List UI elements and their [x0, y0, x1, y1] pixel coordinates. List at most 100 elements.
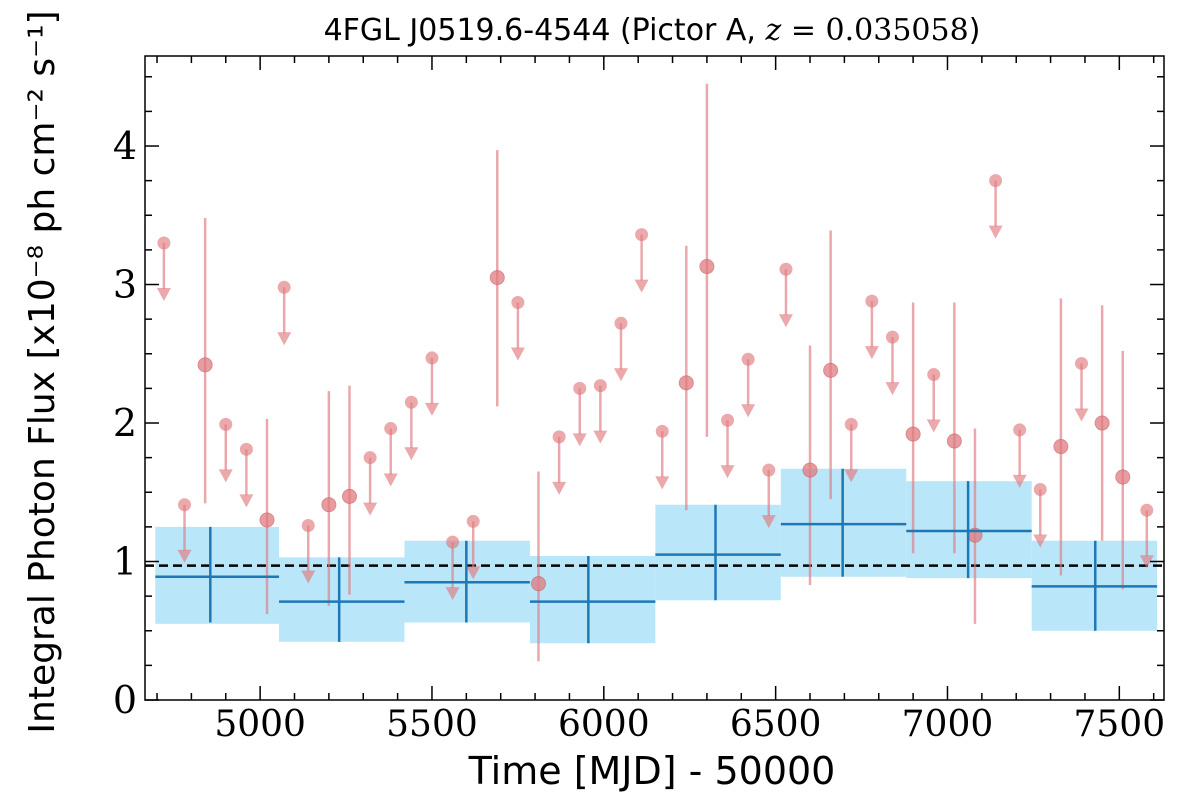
- y-axis-label: Integral Photon Flux [x10⁻⁸ ph cm⁻² s⁻¹]: [22, 10, 63, 733]
- upper-limit-arrowhead: [720, 465, 735, 479]
- y-tick-label: 4: [113, 124, 137, 168]
- upper-limit-arrowhead: [552, 481, 567, 495]
- detection-point: [1115, 469, 1131, 485]
- upper-limit-arrowhead: [424, 402, 439, 416]
- x-tick-label: 7000: [902, 704, 994, 745]
- upper-limit-arrowhead: [383, 473, 398, 487]
- upper-limit-point: [1075, 356, 1089, 370]
- x-tick-label: 6500: [730, 704, 822, 745]
- axes-layer: 5000 5500 6000 6500 7000 7500 0 1 2 3 4: [113, 55, 1166, 745]
- bin-band: [155, 526, 280, 624]
- upper-limit-arrowhead: [301, 570, 316, 584]
- detection-point: [802, 462, 818, 478]
- upper-limit-point: [844, 417, 858, 431]
- upper-limit-arrowhead: [864, 346, 879, 360]
- upper-limit-arrowhead: [363, 502, 378, 516]
- upper-limit-point: [446, 535, 460, 549]
- upper-limit-arrowhead: [926, 419, 941, 433]
- upper-limit-arrowhead: [572, 433, 587, 447]
- upper-limit-point: [552, 430, 566, 444]
- upper-limit-point: [511, 296, 525, 310]
- upper-limit-arrowhead: [510, 347, 525, 361]
- chart-title: 4FGL J0519.6-4544 (Pictor A, z = 0.03505…: [324, 13, 981, 48]
- upper-limit-point: [239, 442, 253, 456]
- upper-limit-point: [635, 228, 649, 242]
- bins-layer: [155, 468, 1158, 644]
- chart-title-eq: = 0.035058: [781, 13, 968, 48]
- upper-limit-arrowhead: [1139, 555, 1154, 569]
- upper-limit-arrowhead: [885, 382, 900, 396]
- x-tick-label: 5000: [214, 704, 306, 745]
- y-tick-label: 1: [113, 540, 137, 584]
- upper-limit-point: [593, 379, 607, 393]
- upper-limit-point: [721, 413, 735, 427]
- upper-limit-arrowhead: [761, 515, 776, 529]
- detection-point: [905, 426, 921, 442]
- upper-limit-arrowhead: [156, 287, 171, 301]
- detection-point: [823, 362, 839, 378]
- upper-limit-point: [741, 352, 755, 366]
- upper-limit-point: [404, 395, 418, 409]
- upper-limit-point: [1013, 423, 1027, 437]
- detection-point: [259, 512, 275, 528]
- detection-point: [341, 488, 357, 504]
- chart-title-suffix: ): [969, 13, 981, 48]
- upper-limit-arrowhead: [1012, 474, 1027, 488]
- y-tick-label: 2: [113, 401, 137, 445]
- upper-limit-point: [927, 368, 941, 382]
- upper-limit-arrowhead: [988, 225, 1003, 239]
- x-axis-label: Time [MJD] - 50000: [468, 749, 836, 793]
- upper-limit-point: [384, 422, 398, 436]
- chart-title-prefix: 4FGL J0519.6-4544 (Pictor A,: [324, 13, 766, 48]
- upper-limit-point: [219, 417, 233, 431]
- upper-limit-arrowhead: [741, 404, 756, 418]
- chart-title-var: z: [765, 13, 782, 48]
- upper-limit-arrowhead: [634, 279, 649, 293]
- upper-limit-arrowhead: [1033, 534, 1048, 548]
- y-tick-label: 0: [113, 678, 137, 722]
- upper-limit-arrowhead: [177, 549, 192, 563]
- detection-point: [531, 576, 547, 592]
- upper-limit-point: [1033, 482, 1047, 496]
- upper-limit-arrowhead: [466, 566, 481, 580]
- upper-limit-point: [178, 498, 192, 512]
- bin-band: [279, 557, 405, 642]
- upper-limit-arrowhead: [655, 476, 670, 490]
- upper-limit-point: [655, 424, 669, 438]
- x-tick-label: 7500: [1074, 704, 1166, 745]
- detection-point: [946, 433, 962, 449]
- plot-frame: [144, 55, 1165, 701]
- upper-limit-point: [762, 463, 776, 477]
- upper-limit-arrowhead: [218, 469, 233, 483]
- y-tick-label: 3: [113, 263, 137, 307]
- detection-point: [699, 259, 715, 275]
- upper-limit-arrowhead: [593, 430, 608, 444]
- detection-point: [321, 497, 337, 513]
- upper-limit-point: [865, 294, 879, 308]
- upper-limit-arrowhead: [778, 314, 793, 328]
- detection-point: [1094, 415, 1110, 431]
- upper-limit-point: [989, 174, 1003, 188]
- bin-band: [655, 504, 781, 601]
- upper-limit-point: [363, 451, 377, 465]
- upper-limit-point: [277, 280, 291, 294]
- upper-limit-point: [425, 351, 439, 365]
- upper-limit-point: [466, 514, 480, 528]
- upper-limit-arrowhead: [1074, 408, 1089, 422]
- upper-limit-point: [1140, 503, 1154, 517]
- upper-limit-point: [157, 236, 171, 250]
- x-tick-label: 6000: [558, 704, 650, 745]
- detection-point: [489, 270, 505, 286]
- upper-limit-point: [885, 330, 899, 344]
- x-tick-label: 5500: [386, 704, 478, 745]
- bin-band: [529, 555, 656, 644]
- points-layer: [156, 83, 1154, 662]
- upper-limit-arrowhead: [613, 368, 628, 382]
- upper-limit-arrowhead: [277, 332, 292, 346]
- upper-limit-point: [779, 262, 793, 276]
- upper-limit-point: [301, 518, 315, 532]
- detection-point: [1053, 439, 1069, 455]
- upper-limit-arrowhead: [239, 494, 254, 508]
